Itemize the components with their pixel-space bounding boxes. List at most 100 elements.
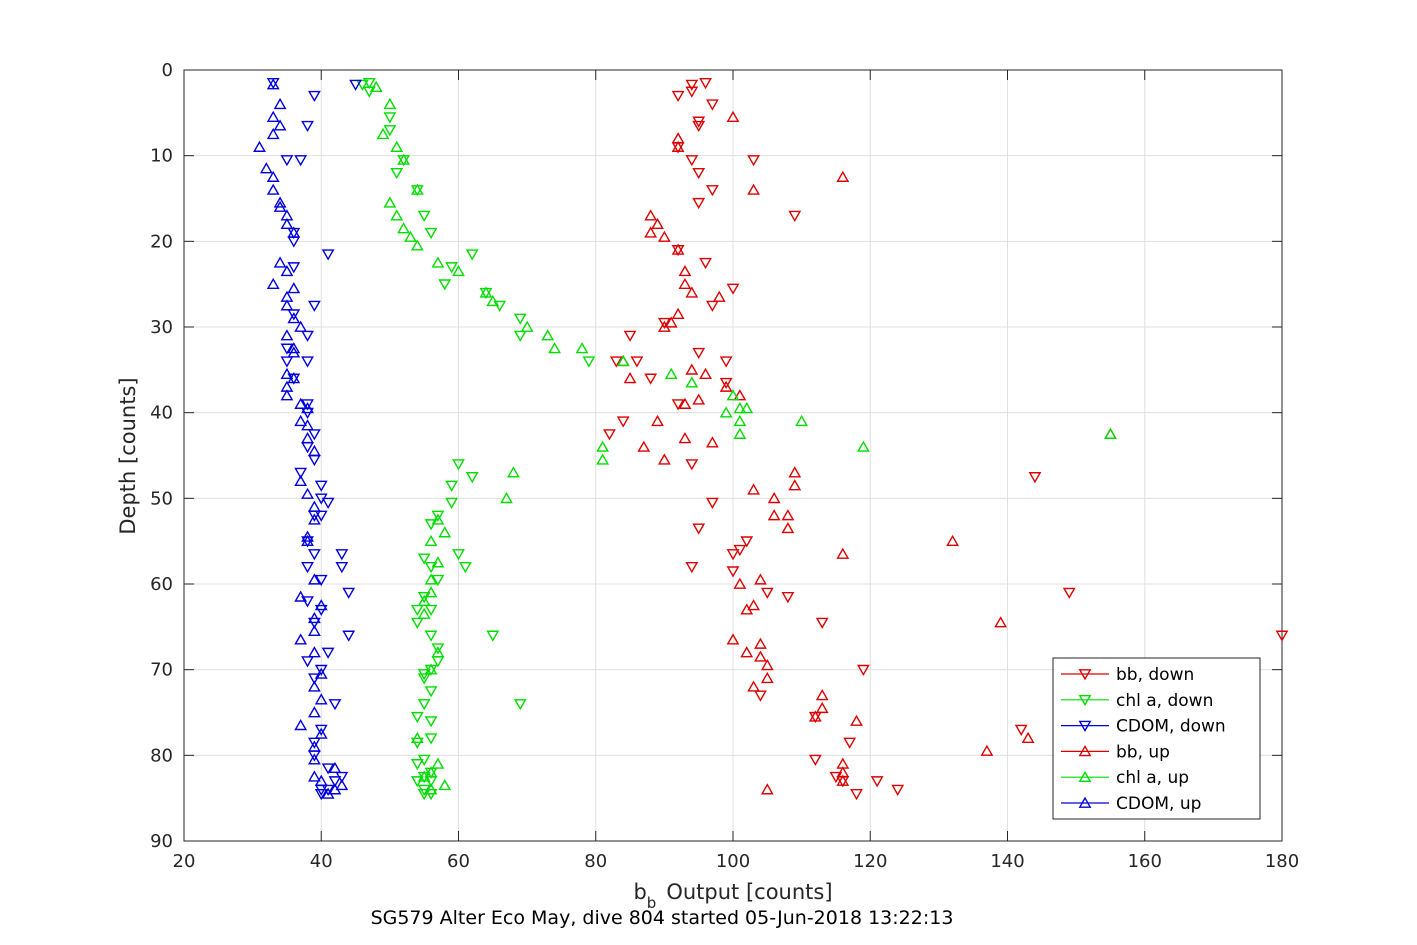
data-point [651,217,664,230]
data-point [307,454,321,467]
legend-entry-label: bb, down [1116,665,1194,685]
data-point [623,330,637,342]
series-1 [356,77,596,801]
data-point [314,724,328,736]
data-point [287,309,301,321]
data-point [321,784,335,796]
data-point [321,763,335,775]
data-point [733,544,747,557]
data-point [287,342,301,354]
data-point [307,680,321,692]
legend-entry-label: CDOM, down [1116,717,1226,737]
data-point [431,643,445,655]
data-point [836,170,850,182]
data-point [417,553,431,565]
axis-ticks: 20 40 60 80 100 120 140 160 180 0 10 20 30 40 50 60 70 80… [150,60,1299,872]
data-point [273,196,287,208]
data-point [685,376,699,388]
data-point [664,367,678,379]
data-point [616,354,630,367]
y-tick-label: 0 [162,60,173,81]
data-point [431,556,445,568]
data-point [314,693,328,705]
data-point [726,549,740,561]
data-point [733,402,747,414]
data-point [390,167,404,180]
data-point [815,689,829,701]
data-point [410,604,424,617]
x-tick-label: 40 [310,851,333,872]
data-point [424,534,438,547]
x-axis-label: bb Output [counts] [633,880,832,912]
data-point [678,397,692,409]
data-point [307,300,321,312]
data-point [486,294,500,307]
data-point [836,774,850,786]
x-tick-label: 20 [173,851,196,872]
series-4 [369,80,1117,795]
data-point [740,646,754,658]
data-point [726,633,740,645]
data-point [685,363,699,375]
data-point [321,647,335,659]
x-axis-label-symbol: b [633,880,646,904]
data-point [273,256,287,268]
data-point [754,637,767,649]
data-point [410,759,424,771]
data-point [740,536,754,548]
y-tick-label: 30 [150,317,173,338]
data-point [417,699,431,711]
legend-marker [1078,720,1092,732]
data-point [424,663,438,675]
data-point [342,587,356,599]
data-point [287,312,301,324]
data-point [726,389,740,401]
grid [183,69,1283,842]
data-point [376,127,390,140]
data-point [314,667,328,679]
data-point [321,787,335,799]
data-point [321,249,335,261]
data-points [253,77,1289,801]
data-point [1028,472,1042,484]
data-point [362,77,376,90]
data-point [644,373,658,385]
data-point [431,656,445,668]
data-point [513,699,527,711]
data-point [280,217,294,230]
data-point [541,329,555,341]
data-point [685,286,699,298]
data-point [1062,587,1076,599]
data-point [390,140,404,152]
data-point [314,574,328,587]
data-point [781,521,795,534]
data-point [808,754,822,766]
data-point [685,79,699,91]
data-point [815,617,829,629]
data-point [369,80,383,92]
data-point [767,491,781,504]
data-point [767,509,781,521]
data-point [280,329,294,341]
data-point [280,343,294,355]
data-point [307,500,321,512]
x-tick-label: 140 [990,851,1024,872]
data-point [445,262,459,274]
data-point [307,549,321,561]
data-point [1275,630,1289,642]
data-point [692,523,706,535]
data-point [747,680,760,692]
data-point [266,183,280,195]
data-point [307,706,321,718]
data-point [706,300,719,312]
y-tick-label: 90 [150,831,173,852]
data-point [630,356,644,368]
data-point [850,789,863,801]
data-point [301,399,314,411]
data-point [307,513,321,525]
data-point [273,200,287,212]
data-point [266,277,280,290]
data-point [1014,724,1028,736]
data-point [273,119,287,131]
